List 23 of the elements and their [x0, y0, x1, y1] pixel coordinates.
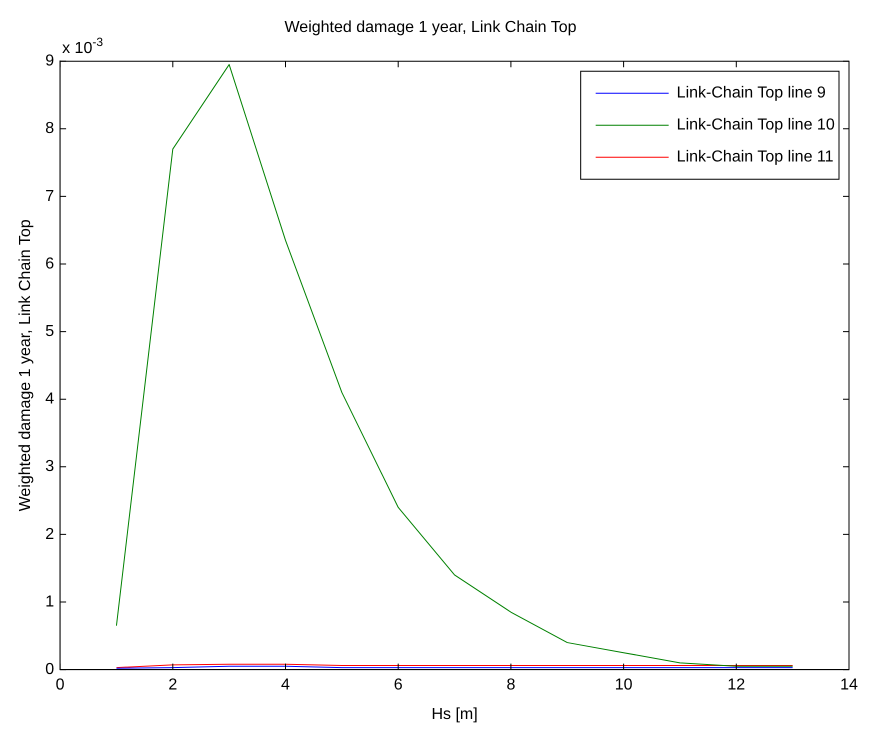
y-tick-label: 7 [45, 188, 54, 205]
x-tick-label: 2 [168, 676, 178, 694]
y-tick-label: 3 [45, 458, 54, 476]
chart-title: Weighted damage 1 year, Link Chain Top [284, 19, 577, 36]
x-tick-label: 12 [727, 676, 746, 694]
y-tick-label: 2 [45, 526, 54, 543]
y-tick-label: 4 [45, 390, 54, 408]
x-tick-label: 10 [614, 676, 633, 694]
x-tick-label: 8 [506, 676, 516, 694]
y-tick-label: 0 [45, 661, 54, 678]
y-tick-label: 8 [45, 120, 54, 138]
y-axis-title: Weighted damage 1 year, Link Chain Top [17, 219, 34, 512]
y-tick-label: 9 [45, 52, 54, 70]
legend-label: Link-Chain Top line 10 [676, 116, 835, 134]
legend-label: Link-Chain Top line 9 [676, 84, 826, 102]
x-tick-label: 14 [840, 676, 858, 694]
x-tick-label: 6 [394, 676, 403, 694]
y-tick-label: 1 [45, 593, 54, 610]
y-tick-label: 6 [45, 255, 54, 272]
y-tick-label: 5 [45, 323, 54, 340]
legend-label: Link-Chain Top line 11 [676, 148, 834, 166]
x-tick-label: 4 [281, 676, 290, 694]
x-axis-title: Hs [m] [431, 706, 478, 723]
